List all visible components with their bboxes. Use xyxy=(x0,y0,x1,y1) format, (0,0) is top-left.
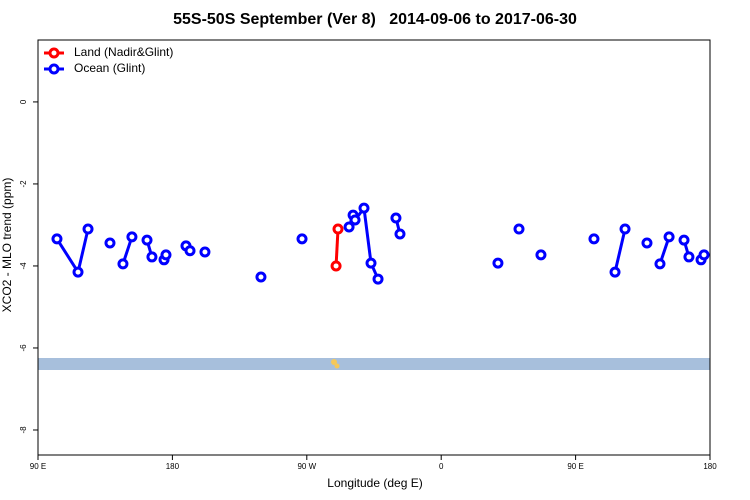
data-point xyxy=(619,223,631,235)
data-point xyxy=(146,251,158,263)
data-point xyxy=(358,202,370,214)
data-point xyxy=(332,223,344,235)
y-tick-label: -6 xyxy=(19,344,28,352)
data-point xyxy=(588,233,600,245)
x-tick-label: 90 E xyxy=(30,462,46,471)
data-point xyxy=(683,251,695,263)
data-point xyxy=(678,234,690,246)
coverage-dot xyxy=(334,363,340,369)
legend-marker xyxy=(48,47,60,59)
data-point xyxy=(296,233,308,245)
legend-label: Ocean (Glint) xyxy=(74,61,145,75)
plot-frame xyxy=(37,39,711,456)
x-tick-label: 180 xyxy=(703,462,717,471)
data-point xyxy=(82,223,94,235)
data-point xyxy=(609,266,621,278)
data-point xyxy=(390,212,402,224)
y-tick-label: -2 xyxy=(19,180,28,188)
data-point xyxy=(199,246,211,258)
x-tick-label: 0 xyxy=(439,462,444,471)
data-point xyxy=(513,223,525,235)
x-tick-label: 90 W xyxy=(297,462,316,471)
data-point xyxy=(663,231,675,243)
y-axis-label: XCO2 - MLO trend (ppm) xyxy=(0,178,14,313)
data-point xyxy=(126,231,138,243)
coverage-dot xyxy=(331,359,337,365)
chart-title: 55S-50S September (Ver 8) 2014-09-06 to … xyxy=(173,11,577,28)
data-point xyxy=(330,260,342,272)
data-point xyxy=(698,249,710,261)
data-point xyxy=(141,234,153,246)
x-tick-label: 180 xyxy=(166,462,180,471)
series-line xyxy=(334,228,340,267)
coverage-band xyxy=(38,358,710,370)
x-tick-label: 90 E xyxy=(567,462,583,471)
data-point xyxy=(349,214,361,226)
y-tick-label: 0 xyxy=(19,99,28,104)
data-point xyxy=(372,273,384,285)
data-point xyxy=(535,249,547,261)
data-point xyxy=(51,233,63,245)
data-point xyxy=(365,257,377,269)
data-point xyxy=(343,221,355,233)
data-point xyxy=(72,266,84,278)
legend-marker xyxy=(48,63,60,75)
series-line xyxy=(55,204,706,280)
data-point xyxy=(184,245,196,257)
data-point xyxy=(654,258,666,270)
y-tick-label: -4 xyxy=(19,262,28,270)
data-point xyxy=(104,237,116,249)
x-axis-label: Longitude (deg E) xyxy=(327,476,422,490)
data-point xyxy=(394,228,406,240)
data-point xyxy=(255,271,267,283)
data-point xyxy=(117,258,129,270)
data-point xyxy=(160,249,172,261)
legend-label: Land (Nadir&Glint) xyxy=(74,45,173,59)
y-tick-label: -8 xyxy=(19,426,28,434)
data-point xyxy=(641,237,653,249)
data-point xyxy=(492,257,504,269)
